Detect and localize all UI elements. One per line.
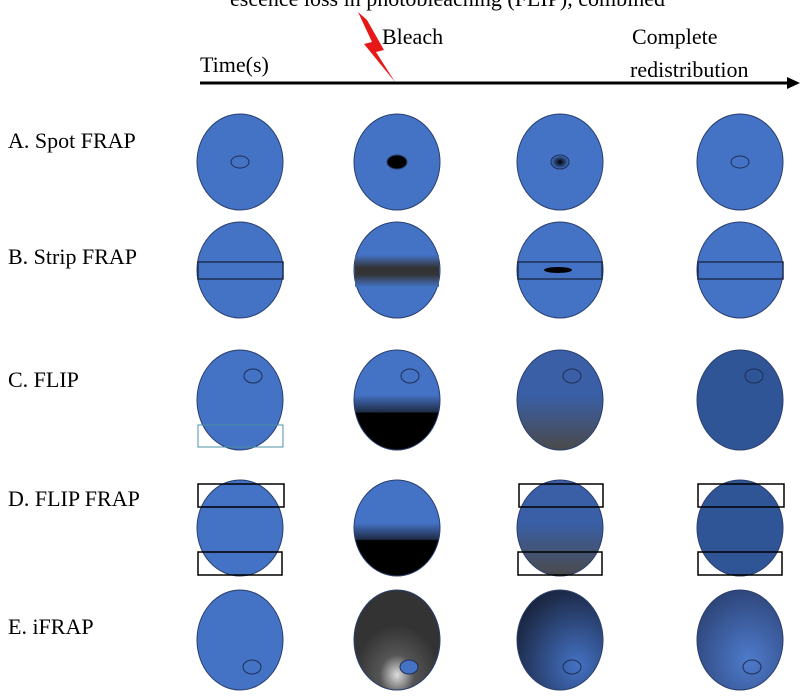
bleach-label: Bleach	[382, 24, 443, 49]
arrow-head	[787, 77, 800, 89]
diagram: escence loss in photobleaching (FLIP), c…	[0, 0, 801, 698]
caption: escence loss in photobleaching (FLIP), c…	[230, 0, 665, 11]
time-label: Time(s)	[200, 52, 269, 77]
redistribution-label: redistribution	[630, 57, 749, 82]
row-label: C. FLIP	[8, 367, 79, 392]
cells	[197, 114, 784, 690]
row-label: A. Spot FRAP	[8, 128, 136, 153]
row-label: D. FLIP FRAP	[8, 486, 140, 511]
row-label: B. Strip FRAP	[8, 244, 137, 269]
complete-label: Complete	[632, 24, 718, 49]
row-label: E. iFRAP	[8, 614, 94, 639]
